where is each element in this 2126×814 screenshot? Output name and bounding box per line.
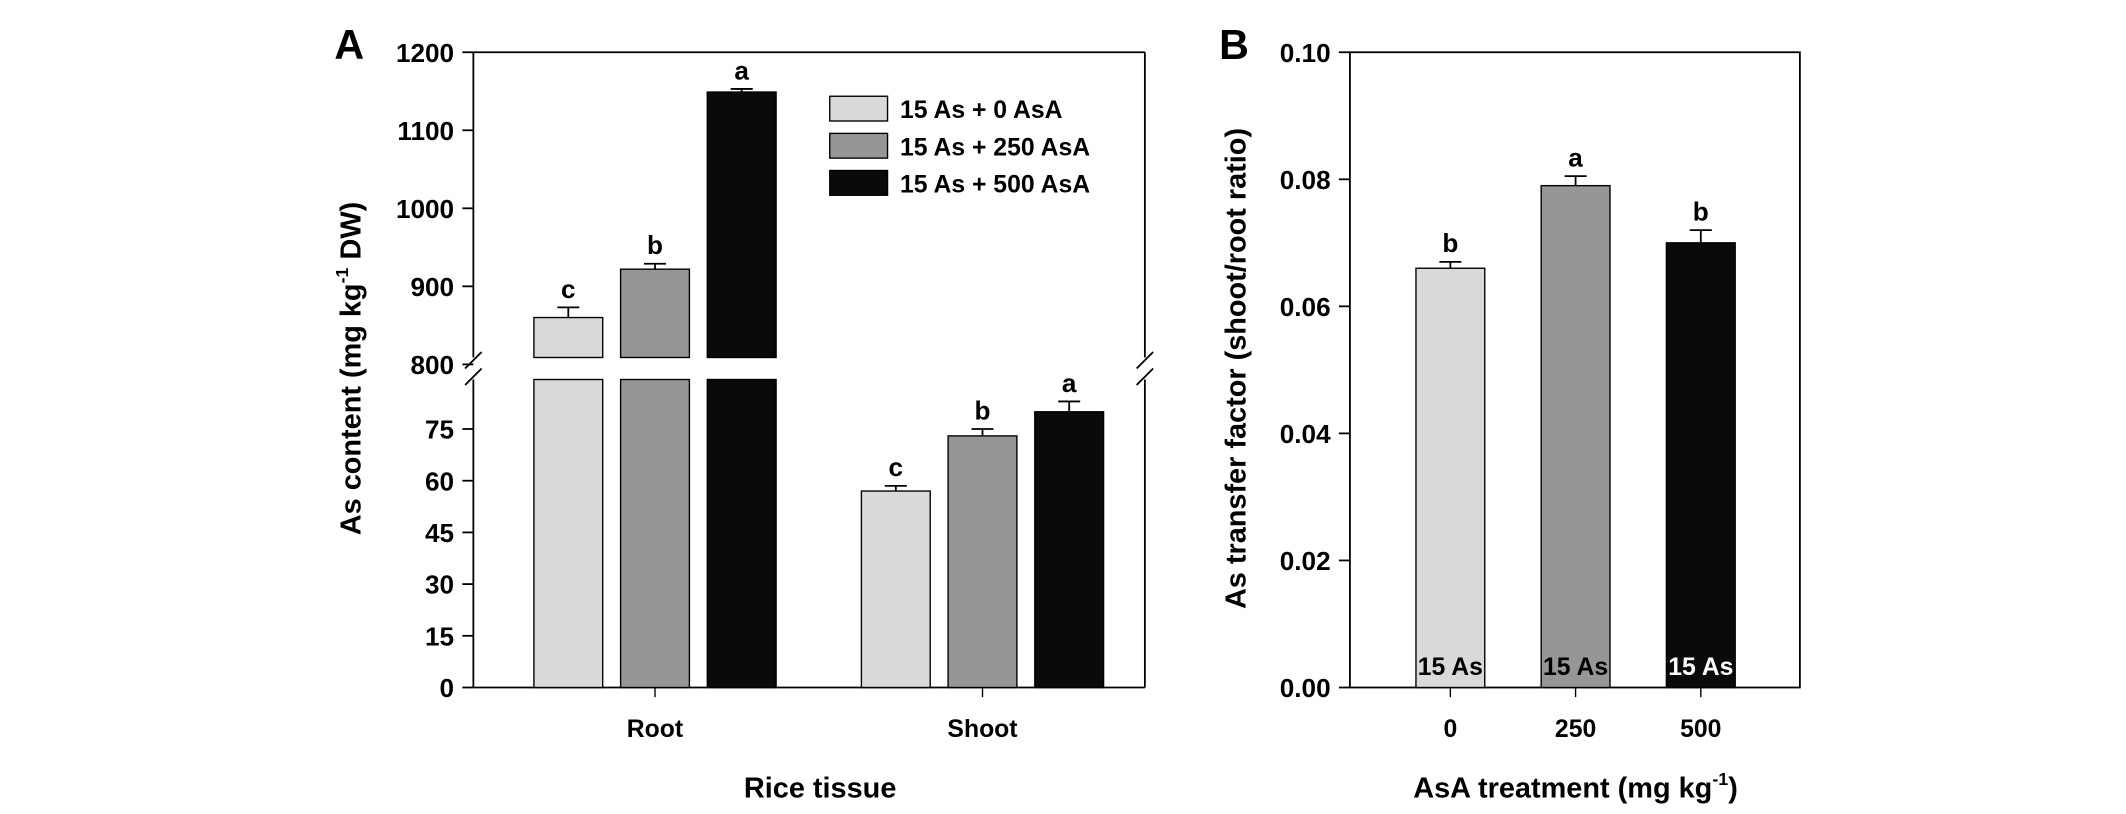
x-tick-label: 0 — [1443, 716, 1457, 743]
panel-a-ylabel: As content (mg kg-1 DW) — [332, 202, 367, 535]
y-tick-label: 1000 — [396, 194, 454, 224]
y-tick-label: 0.10 — [1280, 38, 1331, 68]
y-tick-label: 15 — [425, 621, 454, 651]
significance-letter: c — [561, 274, 576, 304]
bar-root-upper — [619, 268, 691, 359]
axis-break-mark — [1135, 367, 1154, 386]
y-tick-label: 1100 — [397, 116, 454, 146]
panel-b-ylabel: As transfer factor (shoot/root ratio) — [1220, 128, 1252, 609]
legend-swatch — [829, 169, 889, 196]
bar-shoot — [1034, 411, 1105, 689]
significance-letter: a — [1062, 368, 1077, 398]
y-tick-label: 60 — [425, 466, 454, 496]
axis-break-mark — [464, 367, 483, 386]
axis-break-mark — [1135, 351, 1154, 370]
axis-break-mark — [464, 351, 483, 370]
y-tick-label: 0.06 — [1280, 292, 1331, 322]
y-tick-label: 0.04 — [1280, 419, 1331, 449]
panel-b-xlabel: AsA treatment (mg kg-1) — [1413, 769, 1738, 804]
bar — [1665, 242, 1736, 689]
significance-letter: b — [647, 230, 663, 260]
significance-letter: b — [975, 395, 991, 425]
panel-a-label: A — [334, 22, 364, 68]
panel-a-axes: 800 900 1000 1100 1200 0 15 30 45 60 75 Root Shoot — [396, 38, 1154, 743]
panel-a-legend: 15 As + 0 AsA 15 As + 250 AsA 15 As + 500 … — [829, 95, 1090, 199]
x-tick-label: Shoot — [947, 716, 1017, 743]
panel-b-bars: b 15 As a 15 As b 15 As — [1415, 143, 1736, 689]
significance-letter: a — [734, 55, 749, 85]
bar-inner-label: 15 As — [1418, 654, 1483, 681]
y-tick-label: 0 — [440, 673, 455, 703]
bar — [1540, 184, 1611, 689]
x-tick-label: 250 — [1555, 716, 1596, 743]
bar-root-lower — [619, 378, 691, 689]
y-tick-label: 75 — [425, 415, 454, 445]
y-tick-label: 0.00 — [1280, 673, 1331, 703]
significance-letter: b — [1442, 228, 1458, 258]
y-tick-label: 30 — [425, 570, 454, 600]
bar-root-lower — [706, 378, 777, 689]
bar-root-upper — [533, 316, 604, 359]
ylabel-text: As content (mg kg-1 DW) — [332, 202, 367, 535]
bar-root-lower — [533, 378, 604, 689]
legend-label: 15 As + 0 AsA — [900, 97, 1063, 124]
xlabel-text: AsA treatment (mg kg-1) — [1413, 769, 1738, 804]
significance-letter: a — [1568, 143, 1583, 173]
y-tick-label: 0.02 — [1280, 546, 1331, 576]
x-tick-label: Root — [627, 716, 683, 743]
x-tick-label: 500 — [1680, 716, 1721, 743]
panel-b-label: B — [1219, 22, 1249, 68]
y-tick-label: 1200 — [396, 38, 454, 68]
bar — [1415, 267, 1486, 689]
panel-a: A Rice tissue As content (mg kg-1 DW) 80… — [332, 22, 1154, 805]
bar-inner-label: 15 As — [1543, 654, 1608, 681]
legend-label: 15 As + 500 AsA — [900, 172, 1090, 199]
legend-swatch — [829, 132, 889, 159]
bar-shoot — [947, 435, 1018, 689]
bar-inner-label: 15 As — [1668, 654, 1733, 681]
panel-b: B AsA treatment (mg kg-1) As transfer fa… — [1219, 22, 1801, 804]
legend-label: 15 As + 250 AsA — [900, 134, 1090, 161]
panel-a-xlabel: Rice tissue — [744, 773, 897, 805]
panel-b-axes: 0.00 0.02 0.04 0.06 0.08 0.10 0 250 500 — [1280, 38, 1801, 743]
legend-swatch — [829, 95, 889, 122]
y-tick-label: 900 — [410, 272, 454, 302]
y-tick-label: 800 — [410, 350, 454, 380]
significance-letter: c — [889, 452, 904, 482]
panel-a-bars: c c b b a a — [533, 55, 1105, 689]
y-tick-label: 45 — [425, 518, 454, 548]
significance-letter: b — [1693, 197, 1709, 227]
bar-root-upper — [706, 91, 777, 359]
y-tick-label: 0.08 — [1280, 165, 1331, 195]
bar-shoot — [860, 490, 931, 689]
